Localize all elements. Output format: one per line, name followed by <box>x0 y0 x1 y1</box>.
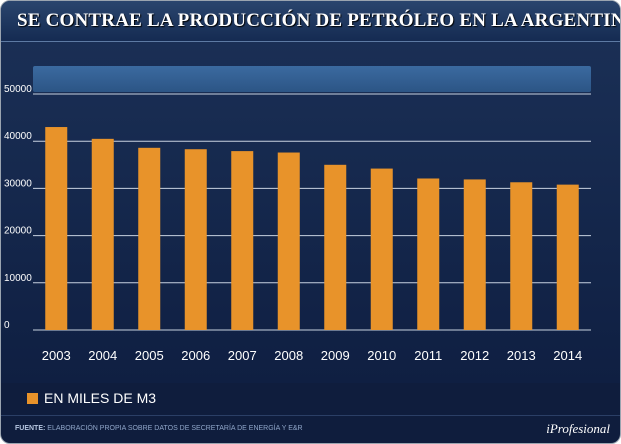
grid-lines <box>33 93 591 331</box>
bar-2007 <box>231 151 254 330</box>
y-tick-label: 50000 <box>4 84 32 95</box>
bar-2011 <box>417 178 440 330</box>
bar-2013 <box>510 182 533 330</box>
source-text: ELABORACIÓN PROPIA SOBRE DATOS DE SECRET… <box>47 425 303 432</box>
y-tick-label: 20000 <box>4 226 32 237</box>
y-tick-label: 30000 <box>4 178 32 189</box>
header-band <box>33 66 591 92</box>
y-tick-label: 10000 <box>4 273 32 284</box>
bar-2008 <box>277 152 300 330</box>
x-tick-label: 2003 <box>42 348 71 363</box>
bar-2012 <box>463 179 486 330</box>
chart-panel: 0 10000 20000 30000 40000 50000 2003 2004 2005 2… <box>1 42 620 383</box>
bar-2005 <box>138 147 161 330</box>
bar-2004 <box>91 138 114 330</box>
x-tick-label: 2005 <box>135 348 164 363</box>
x-tick-label: 2006 <box>181 348 210 363</box>
y-tick-label: 40000 <box>4 131 32 142</box>
x-tick-labels: 2003 2004 2005 2006 2007 2008 2009 2010 2011 2012… <box>42 348 582 363</box>
x-tick-label: 2012 <box>460 348 489 363</box>
bar-2014 <box>556 184 579 330</box>
x-tick-label: 2007 <box>228 348 257 363</box>
brand-logo: iProfesional <box>546 421 610 436</box>
bar-2009 <box>324 164 347 330</box>
source-note: FUENTE: ELABORACIÓN PROPIA SOBRE DATOS D… <box>15 425 303 432</box>
x-tick-label: 2004 <box>88 348 117 363</box>
y-tick-labels: 0 10000 20000 30000 40000 50000 <box>4 84 32 331</box>
x-tick-label: 2014 <box>553 348 582 363</box>
bar-2010 <box>370 168 393 330</box>
title-bar: SE CONTRAE LA PRODUCCIÓN DE PETRÓLEO EN … <box>1 1 620 42</box>
bar-2006 <box>184 149 207 330</box>
chart-title: SE CONTRAE LA PRODUCCIÓN DE PETRÓLEO EN … <box>17 10 621 31</box>
footer: FUENTE: ELABORACIÓN PROPIA SOBRE DATOS D… <box>1 415 620 443</box>
x-tick-label: 2011 <box>414 348 442 363</box>
legend-label: EN MILES DE M3 <box>44 390 157 406</box>
x-tick-label: 2008 <box>274 348 303 363</box>
x-tick-label: 2009 <box>321 348 350 363</box>
y-tick-label: 0 <box>4 320 10 331</box>
bars <box>45 127 579 330</box>
legend-swatch <box>27 393 38 404</box>
source-label: FUENTE: <box>15 425 46 432</box>
x-tick-label: 2013 <box>507 348 536 363</box>
bar-2003 <box>45 127 68 330</box>
x-tick-label: 2010 <box>367 348 396 363</box>
